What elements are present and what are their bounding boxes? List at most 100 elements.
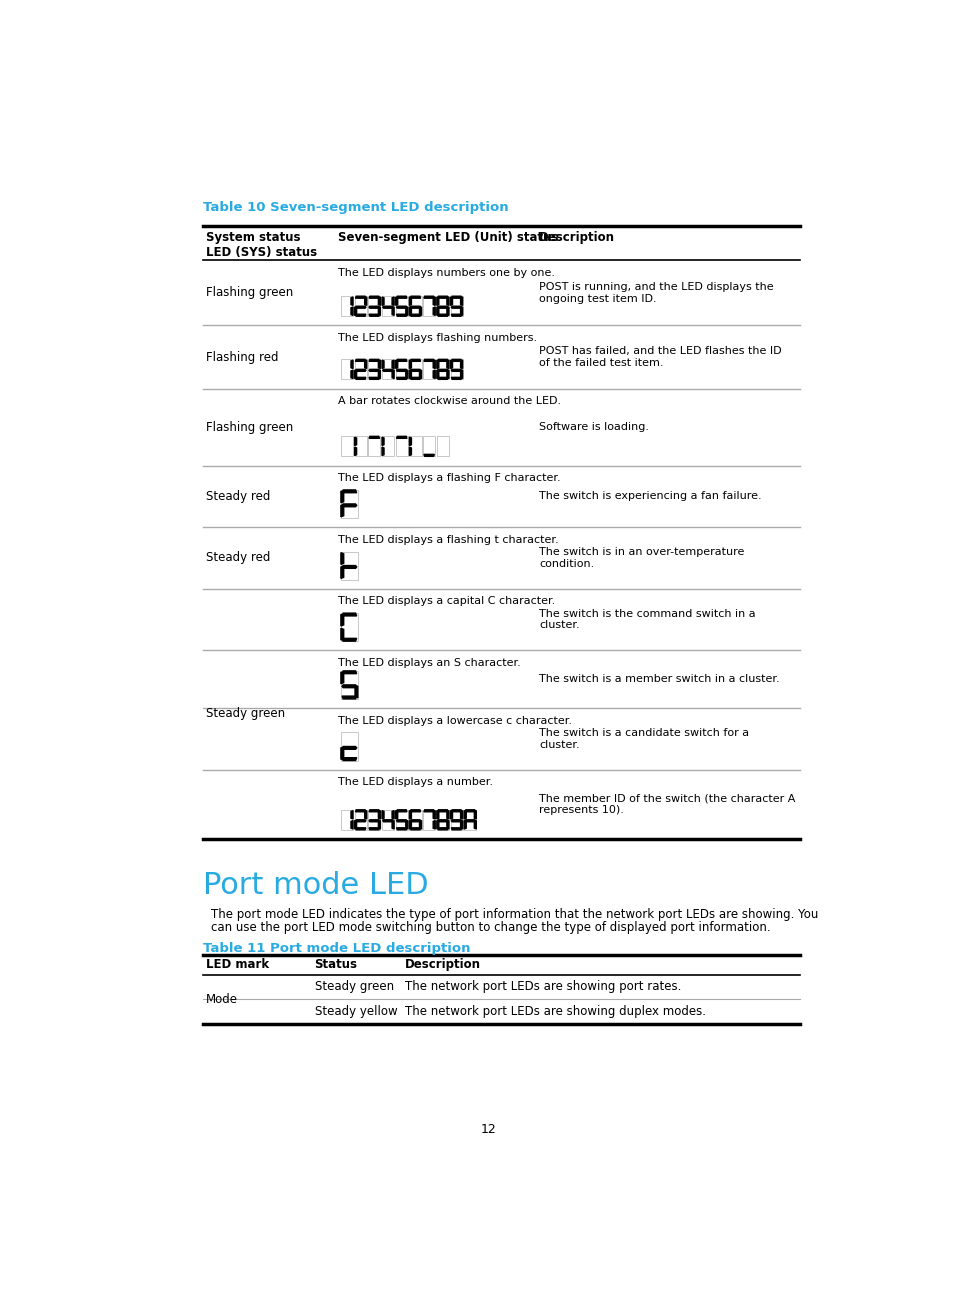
Text: Table 11 Port mode LED description: Table 11 Port mode LED description bbox=[203, 942, 470, 955]
Polygon shape bbox=[464, 820, 475, 822]
Polygon shape bbox=[351, 370, 353, 379]
Polygon shape bbox=[351, 307, 353, 316]
Bar bbox=[409, 436, 421, 457]
Bar bbox=[340, 613, 357, 641]
Polygon shape bbox=[392, 307, 394, 316]
Polygon shape bbox=[378, 307, 380, 316]
Text: Software is loading.: Software is loading. bbox=[538, 422, 649, 432]
Polygon shape bbox=[419, 307, 421, 316]
Polygon shape bbox=[382, 820, 393, 822]
Polygon shape bbox=[464, 810, 475, 811]
Polygon shape bbox=[436, 820, 438, 829]
Bar bbox=[340, 551, 357, 580]
Bar bbox=[368, 810, 380, 829]
Bar bbox=[368, 296, 380, 316]
Text: The switch is experiencing a fan failure.: The switch is experiencing a fan failure… bbox=[538, 492, 761, 501]
Polygon shape bbox=[392, 820, 394, 829]
Polygon shape bbox=[340, 567, 343, 578]
Bar bbox=[436, 296, 449, 316]
Polygon shape bbox=[355, 378, 366, 379]
Bar bbox=[423, 360, 435, 379]
Text: Description: Description bbox=[405, 958, 480, 970]
Bar bbox=[340, 670, 357, 699]
Polygon shape bbox=[378, 360, 380, 369]
Polygon shape bbox=[419, 370, 421, 379]
Polygon shape bbox=[437, 828, 448, 829]
Bar bbox=[381, 360, 394, 379]
Text: Steady yellow: Steady yellow bbox=[314, 1005, 396, 1018]
Polygon shape bbox=[342, 638, 356, 641]
Text: Mode: Mode bbox=[206, 992, 238, 1005]
Polygon shape bbox=[342, 490, 356, 493]
Polygon shape bbox=[369, 378, 379, 379]
Text: The network port LEDs are showing duplex modes.: The network port LEDs are showing duplex… bbox=[405, 1005, 705, 1018]
Polygon shape bbox=[355, 360, 366, 361]
Polygon shape bbox=[396, 296, 407, 298]
Polygon shape bbox=[460, 298, 462, 305]
Polygon shape bbox=[340, 553, 343, 564]
Text: System status
LED (SYS) status: System status LED (SYS) status bbox=[206, 230, 316, 259]
Bar bbox=[381, 436, 394, 457]
Polygon shape bbox=[437, 307, 448, 308]
Text: The LED displays flashing numbers.: The LED displays flashing numbers. bbox=[337, 333, 537, 343]
Polygon shape bbox=[410, 369, 420, 371]
Polygon shape bbox=[446, 298, 449, 305]
Polygon shape bbox=[437, 360, 448, 361]
Bar bbox=[340, 296, 353, 316]
Polygon shape bbox=[355, 820, 356, 829]
Text: The member ID of the switch (the character A
represents 10).: The member ID of the switch (the charact… bbox=[538, 793, 795, 815]
Polygon shape bbox=[451, 307, 461, 308]
Polygon shape bbox=[355, 828, 366, 829]
Polygon shape bbox=[423, 810, 434, 811]
Polygon shape bbox=[342, 503, 356, 507]
Polygon shape bbox=[450, 810, 452, 819]
Polygon shape bbox=[436, 370, 438, 379]
Polygon shape bbox=[342, 758, 356, 761]
Polygon shape bbox=[396, 820, 407, 822]
Text: LED mark: LED mark bbox=[206, 958, 269, 970]
Bar bbox=[340, 810, 353, 829]
Polygon shape bbox=[340, 672, 343, 683]
Text: The network port LEDs are showing port rates.: The network port LEDs are showing port r… bbox=[405, 981, 680, 994]
Text: 12: 12 bbox=[480, 1123, 497, 1136]
Text: Seven-segment LED (Unit) status: Seven-segment LED (Unit) status bbox=[337, 230, 558, 243]
Polygon shape bbox=[433, 307, 435, 316]
Polygon shape bbox=[378, 298, 380, 305]
Polygon shape bbox=[395, 810, 397, 819]
Text: POST has failed, and the LED flashes the ID
of the failed test item.: POST has failed, and the LED flashes the… bbox=[538, 347, 781, 367]
Bar bbox=[340, 360, 353, 379]
Polygon shape bbox=[433, 820, 435, 829]
Polygon shape bbox=[392, 810, 394, 819]
Polygon shape bbox=[460, 307, 462, 316]
Polygon shape bbox=[355, 307, 356, 316]
Polygon shape bbox=[474, 810, 476, 819]
Polygon shape bbox=[396, 307, 407, 308]
Text: Description: Description bbox=[538, 230, 615, 243]
Polygon shape bbox=[436, 360, 438, 369]
Polygon shape bbox=[451, 828, 461, 829]
Bar bbox=[355, 436, 366, 457]
Bar bbox=[436, 810, 449, 829]
Polygon shape bbox=[355, 370, 356, 379]
Polygon shape bbox=[460, 820, 462, 829]
Polygon shape bbox=[451, 314, 461, 316]
Bar bbox=[340, 490, 357, 518]
Polygon shape bbox=[369, 360, 379, 361]
Polygon shape bbox=[460, 810, 462, 819]
Polygon shape bbox=[351, 298, 353, 305]
Text: The LED displays a flashing F character.: The LED displays a flashing F character. bbox=[337, 474, 559, 483]
Text: can use the port LED mode switching button to change the type of displayed port : can use the port LED mode switching butt… bbox=[211, 920, 769, 934]
Polygon shape bbox=[409, 298, 411, 305]
Polygon shape bbox=[409, 437, 411, 445]
Polygon shape bbox=[410, 378, 420, 379]
Bar bbox=[409, 296, 421, 316]
Polygon shape bbox=[460, 360, 462, 369]
Polygon shape bbox=[364, 360, 366, 369]
Polygon shape bbox=[396, 378, 407, 379]
Text: Flashing red: Flashing red bbox=[206, 351, 278, 364]
Polygon shape bbox=[405, 307, 407, 316]
Polygon shape bbox=[355, 369, 366, 371]
Polygon shape bbox=[392, 298, 394, 305]
Polygon shape bbox=[410, 314, 420, 316]
Polygon shape bbox=[364, 298, 366, 305]
